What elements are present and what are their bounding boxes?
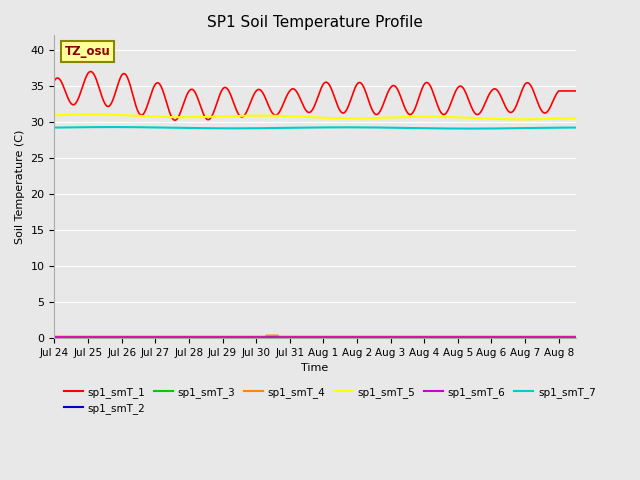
sp1_smT_5	[118, 112, 125, 118]
sp1_smT_4	[136, 334, 144, 339]
sp1_smT_1	[572, 88, 579, 94]
sp1_smT_2	[51, 334, 58, 339]
sp1_smT_1	[435, 107, 443, 112]
sp1_smT_1	[51, 78, 58, 84]
sp1_smT_5	[563, 115, 571, 121]
sp1_smT_4	[226, 334, 234, 339]
sp1_smT_6	[116, 334, 124, 339]
sp1_smT_6	[136, 334, 144, 339]
sp1_smT_6	[226, 334, 234, 339]
sp1_smT_7	[317, 124, 325, 130]
sp1_smT_5	[517, 117, 525, 122]
sp1_smT_4	[116, 334, 124, 339]
sp1_smT_7	[138, 124, 145, 130]
sp1_smT_2	[226, 334, 234, 339]
sp1_smT_7	[228, 125, 236, 131]
Line: sp1_smT_1: sp1_smT_1	[54, 72, 575, 120]
Text: TZ_osu: TZ_osu	[65, 45, 111, 58]
sp1_smT_2	[561, 334, 568, 339]
sp1_smT_7	[107, 124, 115, 130]
sp1_smT_1	[563, 88, 571, 94]
Y-axis label: Soil Temperature (C): Soil Temperature (C)	[15, 130, 25, 244]
sp1_smT_7	[563, 125, 571, 131]
sp1_smT_5	[572, 115, 579, 121]
sp1_smT_6	[561, 334, 568, 339]
sp1_smT_6	[572, 334, 579, 339]
Legend: sp1_smT_1, sp1_smT_2, sp1_smT_3, sp1_smT_4, sp1_smT_5, sp1_smT_6, sp1_smT_7: sp1_smT_1, sp1_smT_2, sp1_smT_3, sp1_smT…	[60, 383, 600, 418]
sp1_smT_5	[317, 115, 325, 120]
sp1_smT_1	[319, 82, 326, 88]
sp1_smT_4	[51, 334, 58, 339]
sp1_smT_3	[561, 334, 568, 339]
sp1_smT_1	[172, 118, 179, 123]
X-axis label: Time: Time	[301, 363, 328, 373]
sp1_smT_2	[136, 334, 144, 339]
sp1_smT_3	[51, 334, 58, 339]
sp1_smT_1	[229, 97, 237, 103]
sp1_smT_3	[433, 334, 440, 339]
Line: sp1_smT_5: sp1_smT_5	[54, 115, 575, 120]
sp1_smT_2	[572, 334, 579, 339]
sp1_smT_3	[136, 334, 144, 339]
sp1_smT_4	[434, 334, 442, 339]
sp1_smT_1	[118, 72, 125, 78]
sp1_smT_4	[572, 334, 579, 339]
sp1_smT_1	[138, 112, 145, 118]
sp1_smT_3	[116, 334, 124, 339]
sp1_smT_3	[572, 334, 579, 339]
sp1_smT_2	[116, 334, 124, 339]
sp1_smT_3	[316, 334, 324, 339]
sp1_smT_5	[434, 114, 442, 120]
sp1_smT_6	[51, 334, 58, 339]
sp1_smT_4	[262, 333, 270, 338]
sp1_smT_5	[138, 113, 145, 119]
sp1_smT_4	[562, 334, 570, 339]
sp1_smT_2	[316, 334, 324, 339]
Line: sp1_smT_7: sp1_smT_7	[54, 127, 575, 129]
sp1_smT_5	[51, 112, 58, 118]
sp1_smT_7	[118, 124, 125, 130]
sp1_smT_7	[434, 126, 442, 132]
sp1_smT_4	[317, 334, 325, 339]
sp1_smT_3	[226, 334, 234, 339]
sp1_smT_6	[433, 334, 440, 339]
sp1_smT_5	[88, 112, 96, 118]
sp1_smT_1	[87, 69, 95, 74]
Title: SP1 Soil Temperature Profile: SP1 Soil Temperature Profile	[207, 15, 423, 30]
sp1_smT_7	[465, 126, 472, 132]
sp1_smT_7	[51, 125, 58, 131]
sp1_smT_5	[228, 113, 236, 119]
sp1_smT_7	[572, 125, 579, 131]
sp1_smT_6	[316, 334, 324, 339]
sp1_smT_2	[433, 334, 440, 339]
